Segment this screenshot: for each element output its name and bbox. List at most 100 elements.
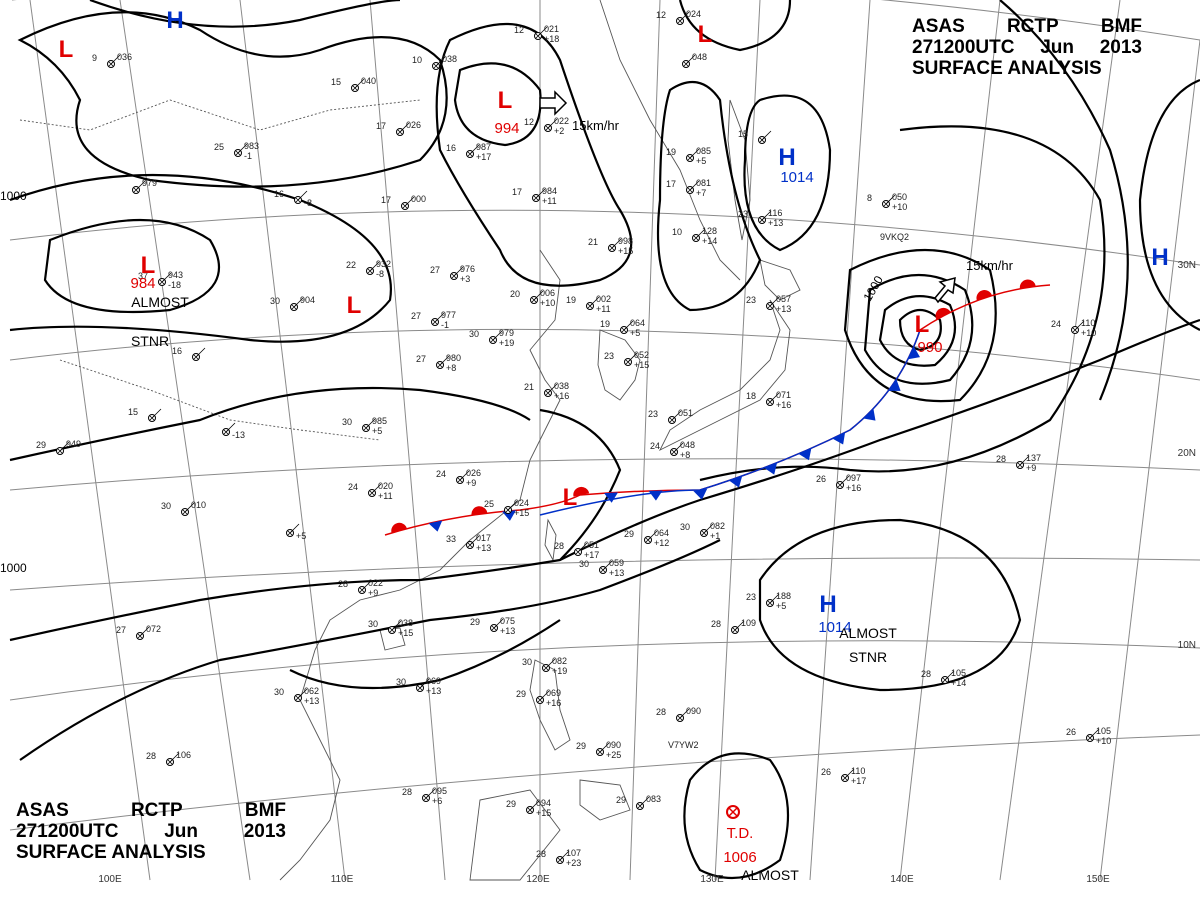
station-pressure: 050: [892, 192, 907, 202]
isobar-north-high: [89, 0, 401, 28]
analysis-year: 2013: [243, 821, 286, 842]
td-note: ALMOST: [741, 867, 799, 883]
analysis-name: SURFACE ANALYSIS: [16, 842, 206, 863]
longitude-line-140e: [899, 0, 1001, 881]
station-model: 10 128+14: [672, 226, 717, 246]
station-model: 22 932-8: [346, 259, 391, 279]
wind-barb: [535, 188, 546, 199]
isobars: [9, 0, 1200, 880]
wind-barb: [689, 180, 700, 191]
station-pressure: 071: [776, 390, 791, 400]
station-pressure: 082: [552, 656, 567, 666]
station-temperature: 21: [588, 237, 598, 247]
wind-barb: [559, 850, 570, 861]
office-code: BMF: [1100, 16, 1142, 37]
station-model: 29 090+25: [576, 740, 621, 760]
station-pressure: 105: [951, 668, 966, 678]
station-tendency: +8: [680, 450, 690, 460]
station-model: 24 020+11: [348, 481, 393, 501]
station-model: 26 097+16: [816, 473, 861, 493]
analysis-title-top: ASAS RCTP BMF 271200UTC Jun 2013 SURFACE…: [912, 16, 1142, 79]
low-center-symbol: L: [347, 292, 362, 319]
station-pressure: 048: [692, 52, 707, 62]
wind-barb: [1074, 320, 1085, 331]
station-tendency: +5: [372, 426, 382, 436]
wind-barb: [839, 475, 850, 486]
low-center-symbol: L: [563, 484, 578, 511]
station-tendency: +11: [542, 196, 557, 206]
analysis-name: SURFACE ANALYSIS: [912, 58, 1102, 79]
isobar-north-l: [678, 0, 792, 52]
station-temperature: 28: [146, 751, 156, 761]
longitude-label: 150E: [1086, 874, 1110, 885]
station-temperature: 26: [821, 767, 831, 777]
wind-barb: [577, 542, 588, 553]
title-row-2: 271200UTC Jun 2013: [912, 37, 1142, 58]
wind-barb: [547, 118, 558, 129]
station-temperature: 23: [746, 592, 756, 602]
wind-barb: [529, 800, 540, 811]
wind-barb: [537, 26, 548, 37]
isobar-low-990-4: [843, 249, 997, 403]
station-temperature: 30: [396, 677, 406, 687]
japan-honshu: [658, 299, 791, 452]
station-model: 20 006+10: [510, 288, 555, 308]
station-tendency: +9: [368, 588, 378, 598]
wind-barb: [195, 347, 206, 358]
station-model: 29 083: [616, 794, 661, 810]
longitude-line-125e: [629, 0, 661, 881]
longitude-line-150e: [1099, 39, 1200, 881]
wind-barb: [761, 130, 772, 141]
station-model: 17 000: [381, 194, 426, 210]
station-model: 37 943-18: [138, 270, 183, 290]
station-pressure: 985: [372, 416, 387, 426]
cold-front-triangle: [832, 432, 846, 445]
title-row-3: SURFACE ANALYSIS: [912, 58, 1142, 79]
station-temperature: 21: [524, 382, 534, 392]
wind-barb: [492, 330, 503, 341]
wind-barb: [354, 78, 365, 89]
station-temperature: 29: [516, 689, 526, 699]
station-temperature: 28: [402, 787, 412, 797]
station-temperature: 24: [348, 482, 358, 492]
wind-barb: [493, 618, 504, 629]
station-temperature: 29: [624, 529, 634, 539]
wind-barb: [685, 54, 696, 65]
product-code: ASAS: [16, 800, 69, 821]
station-tendency: +25: [606, 750, 621, 760]
korea-peninsula: [597, 329, 641, 401]
station-model: 16 987+17: [446, 142, 491, 162]
station-model: 21 038+16: [524, 381, 569, 401]
station-pressure: 057: [776, 294, 791, 304]
station-tendency: +13: [476, 543, 491, 553]
station-tendency: +8: [446, 363, 456, 373]
central-pressure-label: 994: [494, 120, 519, 137]
station-model: 28 090: [656, 706, 701, 722]
station-pressure: 987: [476, 142, 491, 152]
station-model: 29 069+16: [516, 688, 561, 708]
isobar-east-big-1: [699, 125, 1106, 482]
station-pressure: 107: [566, 848, 581, 858]
motion-speed-label: 15km/hr: [572, 118, 620, 133]
station-tendency: +5: [630, 328, 640, 338]
station-tendency: +2: [554, 126, 564, 136]
wind-barb: [453, 266, 464, 277]
cold-front-line: [539, 329, 921, 516]
station-temperature: 15: [128, 407, 138, 417]
station-pressure: 932: [376, 259, 391, 269]
station-tendency: -8: [304, 198, 312, 208]
station-model: 27 977-1: [411, 310, 456, 330]
longitude-label: 110E: [331, 874, 354, 885]
station-tendency: +9: [466, 478, 476, 488]
wind-barb: [647, 530, 658, 541]
luzon: [529, 659, 571, 751]
station-temperature: 17: [381, 195, 391, 205]
central-pressure-label: 990: [917, 339, 942, 356]
low-center-symbol: L: [698, 21, 713, 48]
station-model: 28 022+9: [338, 578, 383, 598]
station-model: 28 051+17: [554, 540, 599, 560]
wind-barb: [161, 272, 172, 283]
station-temperature: 33: [446, 534, 456, 544]
station-tendency: +13: [776, 304, 791, 314]
station-model: 10 038: [412, 54, 457, 70]
